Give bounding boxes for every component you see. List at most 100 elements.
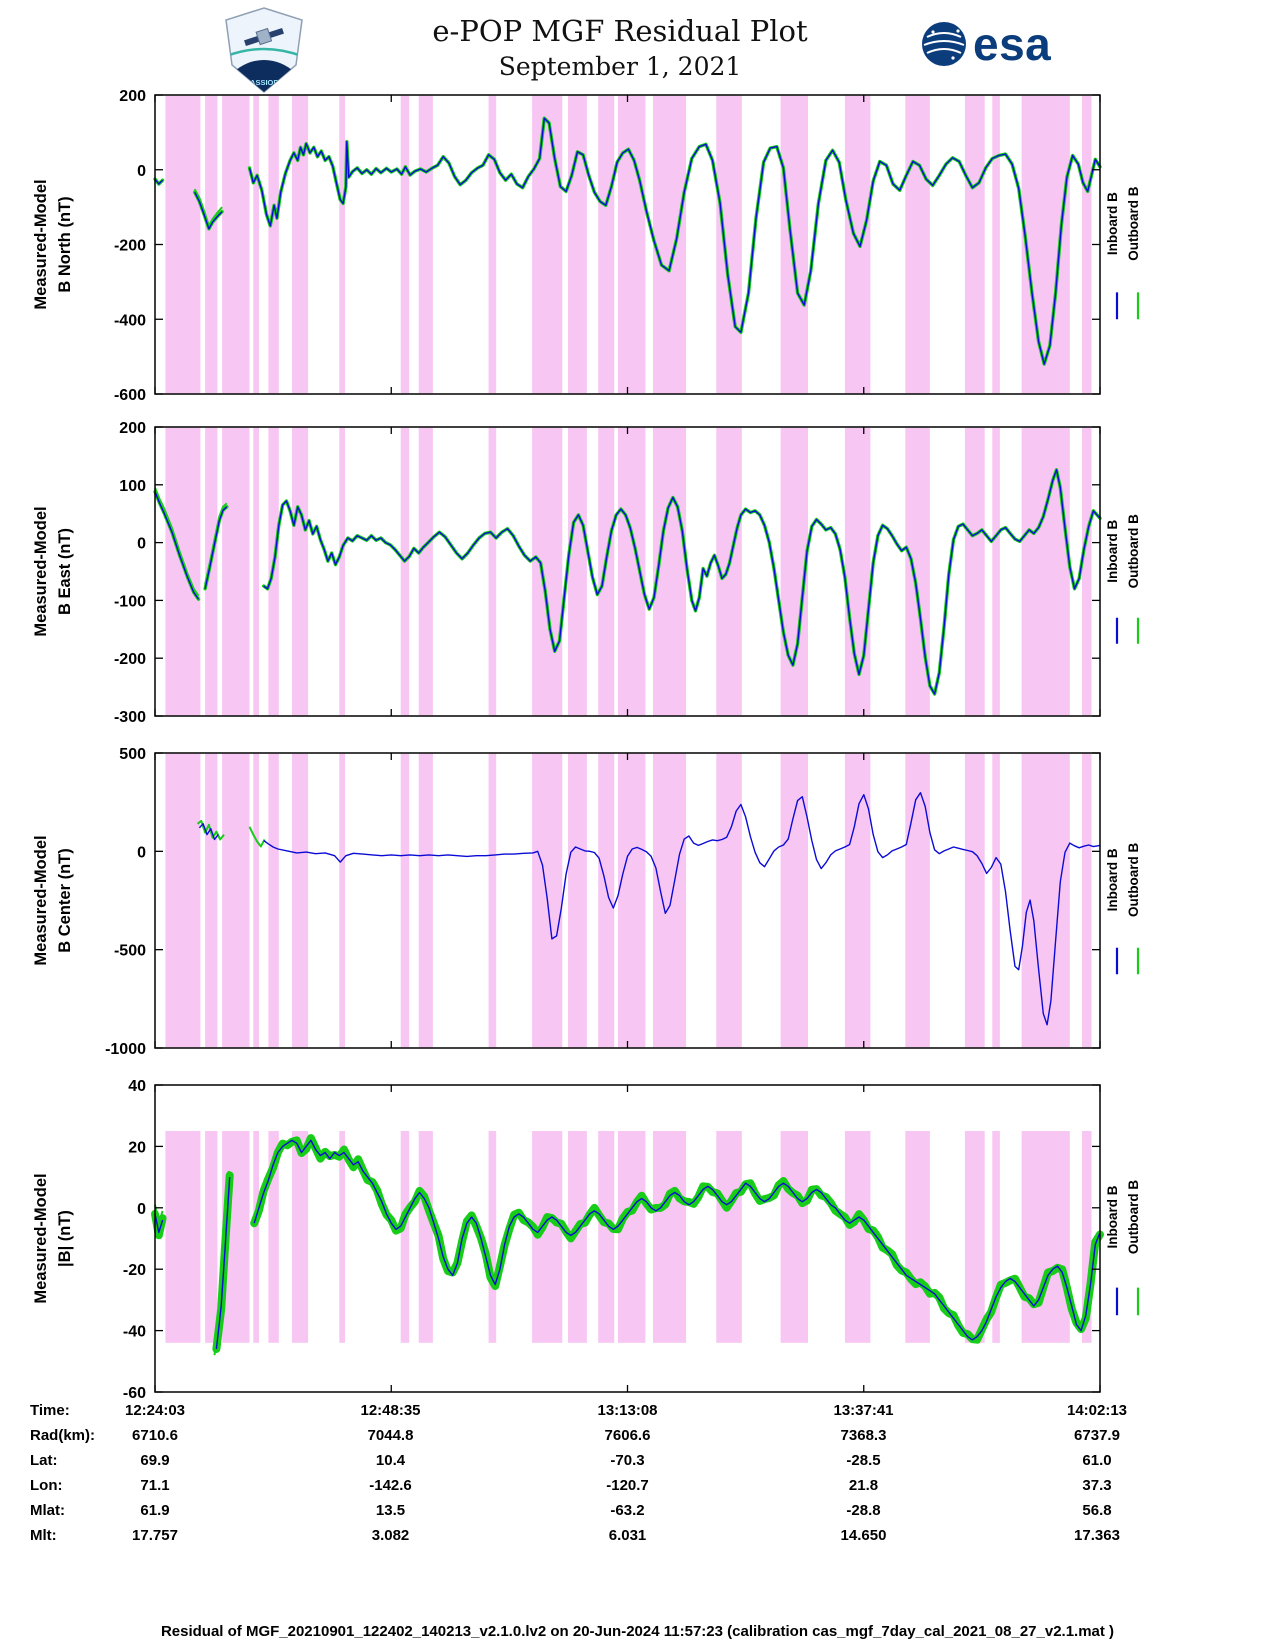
legend: Inboard B Outboard B bbox=[1105, 842, 1141, 975]
inboard-b-series bbox=[263, 469, 1101, 695]
highlight-band bbox=[339, 753, 345, 1048]
ephemeris-value: 7044.8 bbox=[367, 1427, 414, 1444]
highlight-band bbox=[992, 95, 1000, 394]
legend-label: Inboard B bbox=[1105, 848, 1120, 911]
legend-label: Outboard B bbox=[1126, 514, 1141, 588]
highlight-band bbox=[1021, 427, 1070, 716]
axes: 40 20 0 -20 -40 -60 bbox=[123, 1078, 1101, 1402]
ephemeris-value: 71.1 bbox=[140, 1477, 170, 1494]
highlight-band bbox=[653, 1131, 687, 1343]
highlight-band bbox=[400, 427, 410, 716]
ephemeris-value: 6737.9 bbox=[1074, 1427, 1120, 1444]
highlight-band bbox=[598, 1131, 615, 1343]
highlight-band bbox=[400, 1131, 410, 1343]
outboard-b-series bbox=[204, 502, 228, 585]
ephemeris-value: 13.5 bbox=[375, 1502, 406, 1519]
highlight-band bbox=[992, 427, 1000, 716]
cassiope-mission-logo: CASSIOPE bbox=[225, 7, 303, 93]
y-tick-label: 0 bbox=[137, 844, 146, 861]
highlight-band bbox=[400, 95, 410, 394]
y-axis-label: Measured-Model bbox=[32, 506, 50, 636]
series-group bbox=[153, 468, 1102, 696]
highlight-band bbox=[222, 753, 250, 1048]
ephemeris-value: 7606.6 bbox=[604, 1427, 651, 1444]
highlight-band bbox=[844, 1131, 871, 1343]
ephemeris-value: 37.3 bbox=[1082, 1477, 1112, 1494]
highlight-band bbox=[716, 753, 742, 1048]
highlight-band bbox=[418, 427, 433, 716]
highlight-band bbox=[253, 95, 259, 394]
ephemeris-value: -70.3 bbox=[610, 1452, 645, 1469]
ephemeris-row-label: Lat: bbox=[30, 1452, 58, 1469]
highlight-band bbox=[598, 753, 615, 1048]
highlight-band bbox=[339, 427, 345, 716]
ephemeris-value: 3.082 bbox=[371, 1527, 410, 1544]
ephemeris-value: 6710.6 bbox=[132, 1427, 178, 1444]
ephemeris-row-label: Lon: bbox=[30, 1477, 63, 1494]
highlight-band bbox=[964, 1131, 985, 1343]
highlight-band bbox=[532, 95, 563, 394]
highlight-band bbox=[568, 427, 587, 716]
ephemeris-row-label: Mlat: bbox=[30, 1502, 65, 1519]
inboard-b-series bbox=[154, 491, 200, 600]
highlight-band bbox=[1082, 1131, 1092, 1343]
highlight-band bbox=[653, 95, 687, 394]
ephemeris-row-label: Rad(km): bbox=[30, 1427, 96, 1444]
outboard-b-series bbox=[213, 1170, 230, 1356]
highlight-band bbox=[292, 1131, 309, 1343]
inboard-b-series bbox=[194, 191, 223, 230]
ephemeris-value: 6.031 bbox=[608, 1527, 647, 1544]
ephemeris-value: 14.650 bbox=[840, 1527, 887, 1544]
y-tick-label: -60 bbox=[123, 1385, 146, 1402]
highlight-band bbox=[568, 753, 587, 1048]
highlight-band bbox=[964, 753, 985, 1048]
legend-label: Outboard B bbox=[1126, 186, 1141, 260]
y-tick-label: -200 bbox=[114, 238, 146, 255]
highlight-band bbox=[268, 95, 279, 394]
ephemeris-value: 13:37:41 bbox=[833, 1402, 894, 1419]
highlight-band bbox=[400, 753, 410, 1048]
legend: Inboard B Outboard B bbox=[1105, 514, 1141, 644]
highlight-band bbox=[165, 753, 201, 1048]
orbit-arc-icon bbox=[226, 47, 302, 59]
highlight-band bbox=[780, 95, 808, 394]
highlight-band bbox=[292, 753, 309, 1048]
highlight-band bbox=[253, 753, 259, 1048]
highlight-band bbox=[618, 753, 646, 1048]
page-title: e-POP MGF Residual Plot bbox=[432, 14, 808, 48]
highlight-band bbox=[339, 95, 345, 394]
ephemeris-value: 61.0 bbox=[1082, 1452, 1112, 1469]
highlight-band bbox=[716, 95, 742, 394]
highlight-band bbox=[992, 1131, 1000, 1343]
highlight-band bbox=[532, 427, 563, 716]
ephemeris-value: 10.4 bbox=[375, 1452, 406, 1469]
y-tick-label: 200 bbox=[119, 88, 146, 105]
highlight-band bbox=[268, 1131, 279, 1343]
ephemeris-value: 13:13:08 bbox=[597, 1402, 658, 1419]
ephemeris-value: 12:48:35 bbox=[360, 1402, 421, 1419]
highlight-band bbox=[205, 95, 218, 394]
y-tick-label: -200 bbox=[114, 651, 146, 668]
highlight-band bbox=[598, 427, 615, 716]
ephemeris-value: 7368.3 bbox=[840, 1427, 887, 1444]
ephemeris-row-label: Mlt: bbox=[30, 1527, 57, 1544]
highlight-band bbox=[992, 753, 1000, 1048]
y-tick-label: -20 bbox=[123, 1262, 146, 1279]
y-tick-label: -40 bbox=[123, 1324, 146, 1341]
highlight-band bbox=[222, 427, 250, 716]
inboard-b-series bbox=[204, 506, 228, 589]
highlight-band bbox=[716, 1131, 742, 1343]
footer-note: Residual of MGF_20210901_122402_140213_v… bbox=[160, 1623, 1115, 1640]
highlight-band bbox=[488, 95, 497, 394]
highlight-band bbox=[1082, 753, 1092, 1048]
outboard-b-series bbox=[154, 487, 200, 597]
ephemeris-value: 61.9 bbox=[140, 1502, 170, 1519]
ephemeris-value: -120.7 bbox=[606, 1477, 649, 1494]
highlight-band bbox=[905, 1131, 930, 1343]
y-tick-label: 0 bbox=[137, 163, 146, 180]
y-tick-label: 200 bbox=[119, 420, 146, 437]
legend-label: Inboard B bbox=[1105, 192, 1120, 255]
legend-label: Outboard B bbox=[1126, 1180, 1141, 1254]
highlight-band bbox=[905, 753, 930, 1048]
